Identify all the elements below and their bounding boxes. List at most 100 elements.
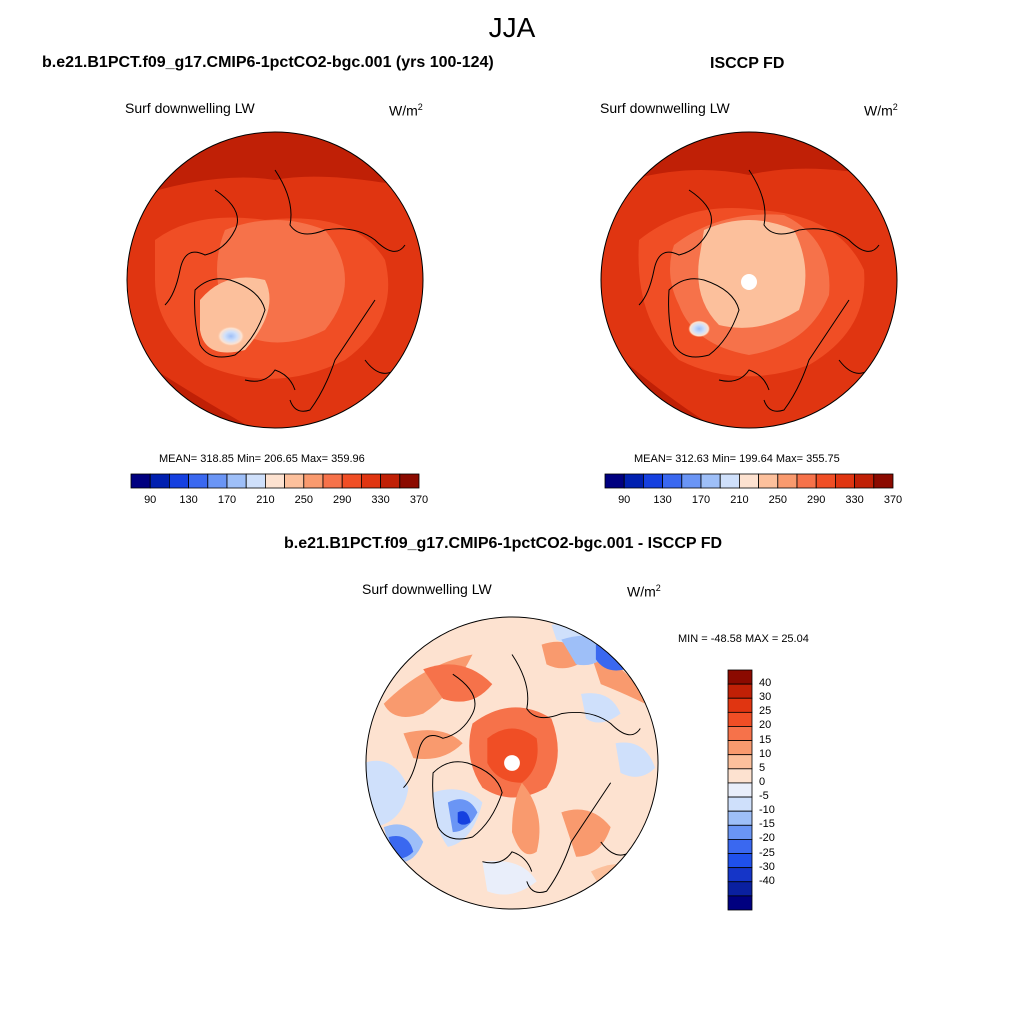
panel3-colorbar-swatch <box>727 824 753 840</box>
panel3-field-patch <box>561 809 611 857</box>
panel1-colorbar-swatch <box>322 473 343 489</box>
panel3-colorbar-swatch <box>727 853 753 869</box>
panel3-colorbar-swatch <box>727 697 753 713</box>
panel1-colorbar-swatch <box>226 473 247 489</box>
panel3-colorbar-swatch <box>727 839 753 854</box>
panel3-colorbar-labels: 40 30 25 20 15 10 5 0 -5 -10 -15 -20 -25 -30 -40 <box>759 669 799 911</box>
panel1-colorbar-tick-label: 290 <box>333 494 352 506</box>
panel2-colorbar-swatch <box>623 473 644 489</box>
panel1-map-border <box>126 131 424 429</box>
panel2-pole-hole <box>741 274 757 290</box>
panel2-colorbar-swatch <box>873 473 894 489</box>
panel3-units: W/m2 <box>627 583 661 600</box>
panel3-colorbar-swatch <box>727 683 753 699</box>
panel3-colorbar-swatch <box>727 895 753 911</box>
panel2-colorbar-tick-label: 250 <box>768 494 787 506</box>
panel2-colorbar-swatch <box>815 473 836 489</box>
panel1-colorbar-swatch <box>284 473 305 489</box>
panel3-field-patch <box>482 860 537 895</box>
panel1-colorbar-swatch <box>360 473 381 489</box>
panel3-colorbar-tick-label: 25 <box>759 705 772 718</box>
panel2-title: ISCCP FD <box>710 55 785 72</box>
panel2-stats: MEAN= 312.63 Min= 199.64 Max= 355.75 <box>634 453 840 465</box>
panel1-coastlines <box>164 169 416 412</box>
panel3-colorbar-swatch <box>727 768 753 784</box>
panel3-colorbar-tick-label: 30 <box>759 691 772 704</box>
panel3-field-patch <box>615 742 656 777</box>
panel3-colorbar-tick-label: -25 <box>759 846 775 859</box>
panel1-polar-map <box>126 131 424 429</box>
panel2-colorbar-swatch <box>643 473 664 489</box>
panel1-colorbar-tick-label: 130 <box>179 494 198 506</box>
panel1-colorbar-tick-label: 90 <box>144 494 157 506</box>
panel2-colorbar-swatch <box>796 473 817 489</box>
panel3-colorbar-swatch <box>727 669 753 685</box>
panel3-colorbar-tick-label: 15 <box>759 733 772 746</box>
panel3-field-patch <box>512 782 540 855</box>
panel1-colorbar-swatch <box>130 473 151 489</box>
panel2-polar-map <box>600 131 898 429</box>
panel2-map-border <box>600 131 898 429</box>
panel3-map-border <box>365 616 659 910</box>
panel3-colorbar-swatch <box>727 740 753 756</box>
panel1-field-greenland-inner <box>199 297 275 353</box>
panel1-colorbar-swatch <box>188 473 209 489</box>
panel2-colorbar-tick-label: 130 <box>653 494 672 506</box>
panel2-colorbar-swatch <box>777 473 798 489</box>
panel3-field-blue-ne <box>595 644 626 671</box>
panel3-field-patch <box>365 760 409 828</box>
panel1-colorbar-swatch <box>399 473 420 489</box>
panel3-colorbar-swatch <box>727 726 753 741</box>
panel2-variable-label: Surf downwelling LW <box>600 100 730 116</box>
panel3-colorbar-tick-label: -15 <box>759 818 775 831</box>
panel1-units: W/m2 <box>389 102 423 119</box>
panel3-colorbar-swatch <box>727 754 753 770</box>
panel3-colorbar-tick-label: 0 <box>759 775 766 788</box>
panel2-colorbar-swatch <box>719 473 740 489</box>
panel2-units: W/m2 <box>864 102 898 119</box>
panel3-stats: MIN = -48.58 MAX = 25.04 <box>678 633 809 645</box>
panel3-colorbar-tick-label: -30 <box>759 860 775 873</box>
panel1-colorbar-swatch <box>264 473 285 489</box>
panel3-field-greenland-core <box>457 811 471 825</box>
panel3-title: b.e21.B1PCT.f09_g17.CMIP6-1pctCO2-bgc.00… <box>284 535 723 552</box>
panel3-polar-map <box>365 616 659 910</box>
panel3-pole-hole <box>504 755 520 771</box>
panel1-colorbar-swatch <box>149 473 170 489</box>
panel3-colorbar-tick-label: 5 <box>759 761 766 774</box>
panel2-colorbar-swatch <box>700 473 721 489</box>
panel1-colorbar-swatch <box>380 473 401 489</box>
panel3-colorbar-swatch <box>727 711 753 727</box>
panel3-colorbar-swatch <box>727 867 753 883</box>
panel1-colorbar-swatch <box>303 473 324 489</box>
panel3-colorbar-swatch <box>727 881 753 897</box>
panel2-colorbar-tick-label: 90 <box>618 494 631 506</box>
panel1-title: b.e21.B1PCT.f09_g17.CMIP6-1pctCO2-bgc.00… <box>42 54 494 71</box>
panel2-colorbar-tick-label: 210 <box>730 494 749 506</box>
panel2-colorbar-tick-label: 330 <box>845 494 864 506</box>
panel1-colorbar <box>130 473 420 489</box>
panel2-colorbar-swatch <box>681 473 702 489</box>
panel3-colorbar-tick-label: 10 <box>759 747 772 760</box>
panel3-colorbar-swatch <box>727 796 753 812</box>
panel3-colorbar <box>727 669 753 911</box>
panel1-colorbar-tick-label: 210 <box>256 494 275 506</box>
panel2-colorbar-swatch <box>854 473 875 489</box>
panel1-stats: MEAN= 318.85 Min= 206.65 Max= 359.96 <box>159 453 365 465</box>
panel2-colorbar-labels: 90 130 170 210 250 290 330 370 <box>604 494 902 508</box>
panel2-colorbar-swatch <box>662 473 683 489</box>
panel2-colorbar-swatch <box>604 473 625 489</box>
panel1-variable-label: Surf downwelling LW <box>125 100 255 116</box>
panel3-colorbar-tick-label: 40 <box>759 677 772 690</box>
panel3-colorbar-tick-label: -10 <box>759 804 775 817</box>
panel3-coastlines <box>403 654 651 893</box>
panel1-colorbar-swatch <box>341 473 362 489</box>
panel3-field-patch <box>423 664 493 702</box>
figure-title: JJA <box>488 12 536 43</box>
panel3-variable-label: Surf downwelling LW <box>362 581 492 597</box>
panel3-colorbar-tick-label: 20 <box>759 719 772 732</box>
panel1-colorbar-tick-label: 370 <box>409 494 429 506</box>
panel1-colorbar-tick-label: 330 <box>371 494 390 506</box>
panel2-colorbar-tick-label: 370 <box>883 494 903 506</box>
panel1-colorbar-swatch <box>245 473 266 489</box>
